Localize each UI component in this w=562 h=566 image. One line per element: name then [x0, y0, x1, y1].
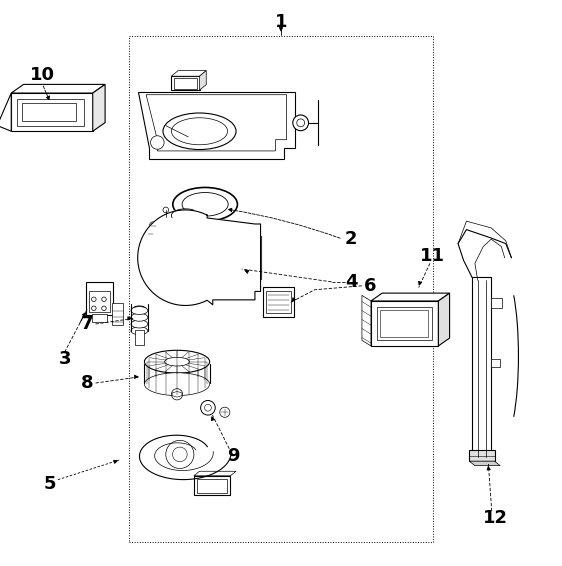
Ellipse shape: [165, 357, 189, 366]
Circle shape: [149, 222, 157, 230]
Text: 10: 10: [30, 66, 55, 84]
Text: 5: 5: [43, 475, 56, 493]
Text: 4: 4: [345, 273, 357, 291]
Circle shape: [175, 221, 184, 230]
Circle shape: [151, 136, 164, 149]
Ellipse shape: [163, 113, 236, 149]
Ellipse shape: [131, 327, 148, 335]
Polygon shape: [200, 71, 206, 90]
Bar: [22, 103, 76, 121]
Ellipse shape: [131, 320, 148, 328]
Bar: [112, 303, 123, 325]
Bar: [197, 479, 227, 492]
Circle shape: [166, 440, 194, 469]
Text: 9: 9: [227, 447, 239, 465]
Text: 12: 12: [483, 509, 508, 527]
Ellipse shape: [144, 350, 210, 373]
Polygon shape: [0, 93, 11, 131]
Bar: [491, 298, 502, 308]
Bar: [89, 291, 110, 312]
Bar: [129, 36, 433, 542]
Bar: [17, 98, 84, 126]
Polygon shape: [469, 461, 500, 466]
Ellipse shape: [173, 187, 237, 221]
Circle shape: [151, 224, 220, 292]
Bar: [469, 450, 495, 461]
Bar: [230, 237, 261, 279]
Polygon shape: [194, 471, 236, 476]
Bar: [135, 330, 144, 345]
Text: 3: 3: [58, 350, 71, 368]
Bar: [171, 76, 200, 90]
Text: 2: 2: [345, 230, 357, 248]
Text: 8: 8: [81, 374, 93, 392]
Polygon shape: [472, 277, 491, 460]
Bar: [266, 291, 291, 314]
Ellipse shape: [131, 314, 148, 321]
Ellipse shape: [133, 306, 146, 313]
Bar: [263, 288, 294, 317]
Circle shape: [201, 401, 215, 415]
Circle shape: [147, 230, 155, 238]
Polygon shape: [438, 293, 450, 346]
Polygon shape: [138, 210, 261, 306]
Circle shape: [293, 115, 309, 131]
Bar: [86, 282, 113, 315]
Circle shape: [162, 217, 170, 225]
Bar: [371, 301, 438, 346]
Ellipse shape: [131, 307, 148, 315]
Text: 11: 11: [420, 247, 445, 265]
Polygon shape: [138, 92, 295, 160]
Bar: [380, 310, 428, 337]
Polygon shape: [171, 71, 206, 76]
Text: 7: 7: [81, 315, 93, 333]
Ellipse shape: [144, 373, 210, 396]
Polygon shape: [93, 84, 105, 131]
Bar: [491, 359, 500, 367]
Bar: [194, 476, 230, 495]
Text: 6: 6: [364, 277, 376, 295]
Bar: [174, 79, 197, 88]
Bar: [234, 241, 256, 275]
Polygon shape: [11, 84, 105, 93]
Bar: [92, 314, 107, 322]
Circle shape: [174, 246, 197, 269]
Bar: [377, 307, 432, 340]
Text: 1: 1: [275, 12, 287, 31]
Polygon shape: [172, 392, 182, 397]
Polygon shape: [11, 93, 93, 131]
Polygon shape: [371, 293, 450, 301]
Circle shape: [171, 389, 183, 400]
Circle shape: [220, 407, 230, 417]
